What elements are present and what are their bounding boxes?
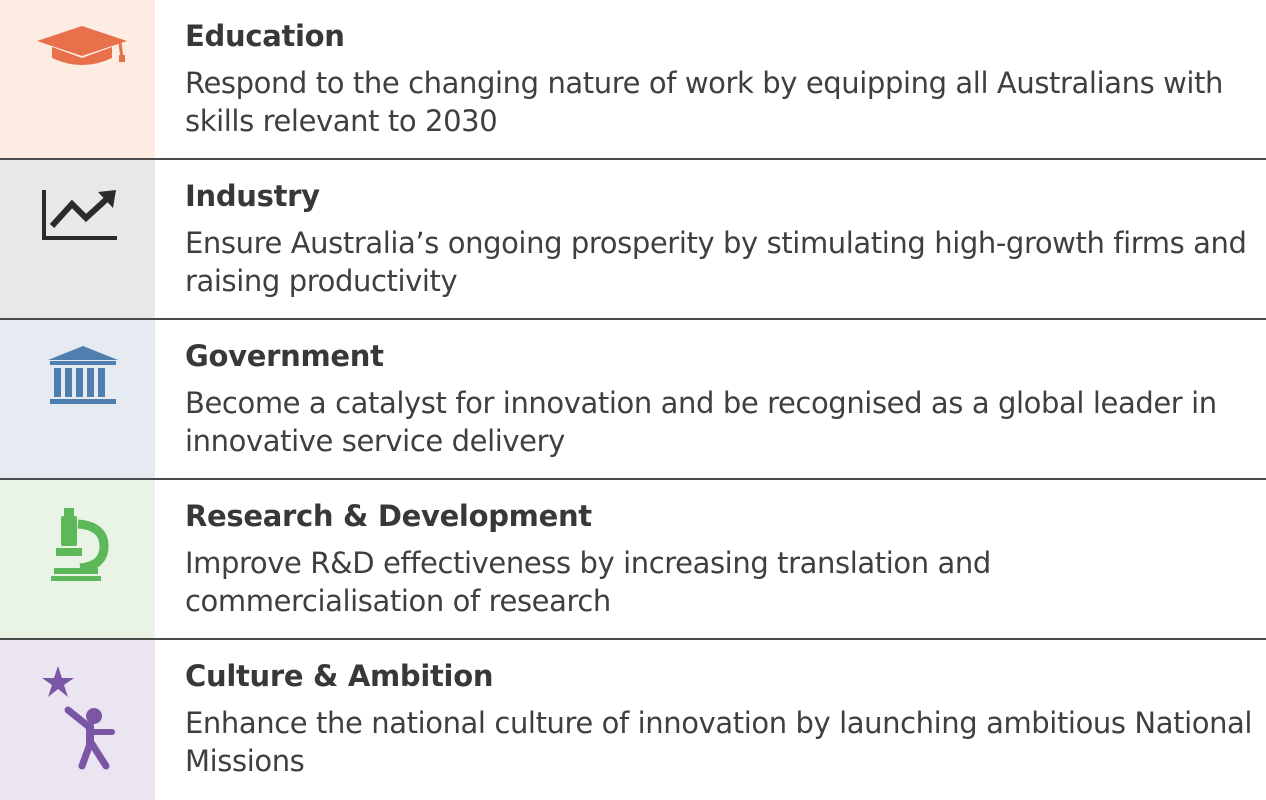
growth-chart-icon	[42, 190, 117, 240]
item-description: Ensure Australia’s ongoing prosperity by…	[185, 226, 1247, 298]
icon-panel-government	[0, 320, 155, 478]
item-description: Improve R&D effectiveness by increasing …	[185, 546, 991, 618]
item-title: Research & Development	[185, 499, 592, 533]
text-panel-education: Education Respond to the changing nature…	[185, 18, 1256, 140]
text-panel-government: Government Become a catalyst for innovat…	[185, 338, 1256, 460]
icon-panel-research-development	[0, 480, 155, 638]
list-item-research-development: Research & Development Improve R&D effec…	[0, 480, 1266, 640]
text-panel-culture-ambition: Culture & Ambition Enhance the national …	[185, 658, 1256, 780]
graduation-cap-icon	[37, 26, 127, 65]
text-panel-research-development: Research & Development Improve R&D effec…	[185, 498, 1256, 620]
icon-panel-industry	[0, 160, 155, 318]
item-title: Government	[185, 339, 384, 373]
item-title: Education	[185, 19, 345, 53]
item-description: Become a catalyst for innovation and be …	[185, 386, 1217, 458]
reaching-star-icon	[42, 666, 115, 770]
list-item-government: Government Become a catalyst for innovat…	[0, 320, 1266, 480]
list-item-education: Education Respond to the changing nature…	[0, 0, 1266, 160]
text-panel-industry: Industry Ensure Australia’s ongoing pros…	[185, 178, 1256, 300]
list-item-culture-ambition: Culture & Ambition Enhance the national …	[0, 640, 1266, 800]
item-title: Industry	[185, 179, 320, 213]
microscope-icon	[51, 508, 109, 581]
item-description: Respond to the changing nature of work b…	[185, 66, 1224, 138]
icon-panel-culture-ambition	[0, 640, 155, 800]
item-title: Culture & Ambition	[185, 659, 494, 693]
icon-panel-education	[0, 0, 155, 158]
government-building-icon	[48, 346, 118, 404]
list-item-industry: Industry Ensure Australia’s ongoing pros…	[0, 160, 1266, 320]
item-description: Enhance the national culture of innovati…	[185, 706, 1253, 778]
